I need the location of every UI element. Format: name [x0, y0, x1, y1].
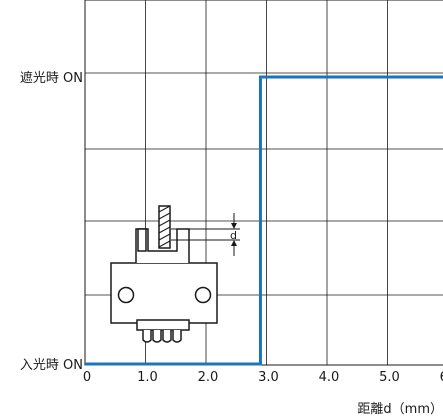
x-tick-label: 1.0 [137, 370, 158, 385]
x-axis-label: 距離d（mm） [357, 402, 443, 417]
inset-d-label: d [230, 229, 237, 242]
x-tick-label: 4.0 [319, 370, 340, 385]
y-state-labels: 入光時 ON 遮光時 ON [20, 70, 83, 373]
y-state-label: 遮光時 ON [20, 70, 83, 86]
x-tick-labels: 0 1.0 2.0 3.0 4.0 5.0 6.0 [83, 370, 443, 385]
grid [85, 0, 443, 365]
series-line [85, 75, 443, 366]
y-state-label: 入光時 ON [20, 358, 83, 373]
x-tick-label: 0 [83, 370, 91, 385]
x-tick-label: 3.0 [258, 370, 279, 385]
x-tick-label: 5.0 [379, 370, 400, 385]
x-tick-label: 2.0 [198, 370, 219, 385]
x-tick-label: 6.0 [440, 370, 443, 385]
plot-frame [84, 0, 443, 366]
sensor-inset-icon [110, 205, 240, 343]
